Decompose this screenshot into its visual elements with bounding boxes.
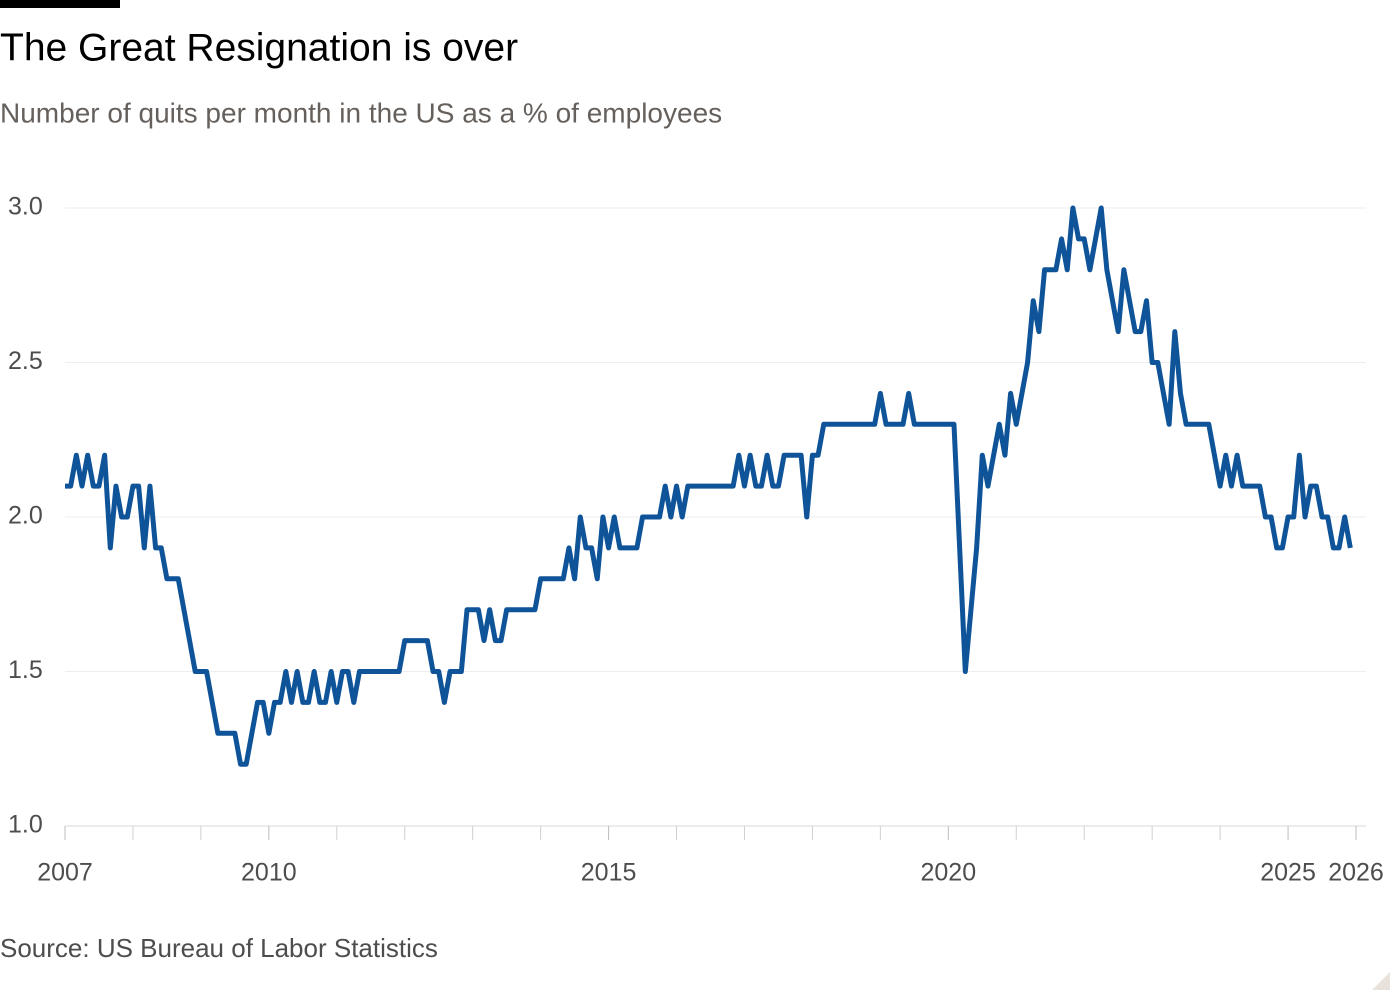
x-tick-label: 2020 bbox=[921, 859, 977, 887]
y-tick-label: 1.5 bbox=[8, 656, 43, 684]
data-line bbox=[65, 205, 1353, 767]
y-tick-label: 2.0 bbox=[8, 502, 43, 530]
corner-mark bbox=[1372, 972, 1390, 990]
x-tick-label: 2007 bbox=[37, 859, 93, 887]
chart-title: The Great Resignation is over bbox=[0, 26, 518, 69]
x-tick-label: 2015 bbox=[581, 859, 637, 887]
y-tick-label: 2.5 bbox=[8, 347, 43, 375]
x-tick-label: 2025 bbox=[1260, 859, 1316, 887]
y-tick-label: 1.0 bbox=[8, 811, 43, 839]
x-tick-label: 2026 bbox=[1328, 859, 1384, 887]
x-tick-label: 2010 bbox=[241, 859, 297, 887]
chart-source: Source: US Bureau of Labor Statistics bbox=[0, 933, 438, 963]
y-tick-label: 3.0 bbox=[8, 193, 43, 221]
brand-bar bbox=[0, 0, 120, 8]
chart-subtitle: Number of quits per month in the US as a… bbox=[0, 97, 722, 128]
